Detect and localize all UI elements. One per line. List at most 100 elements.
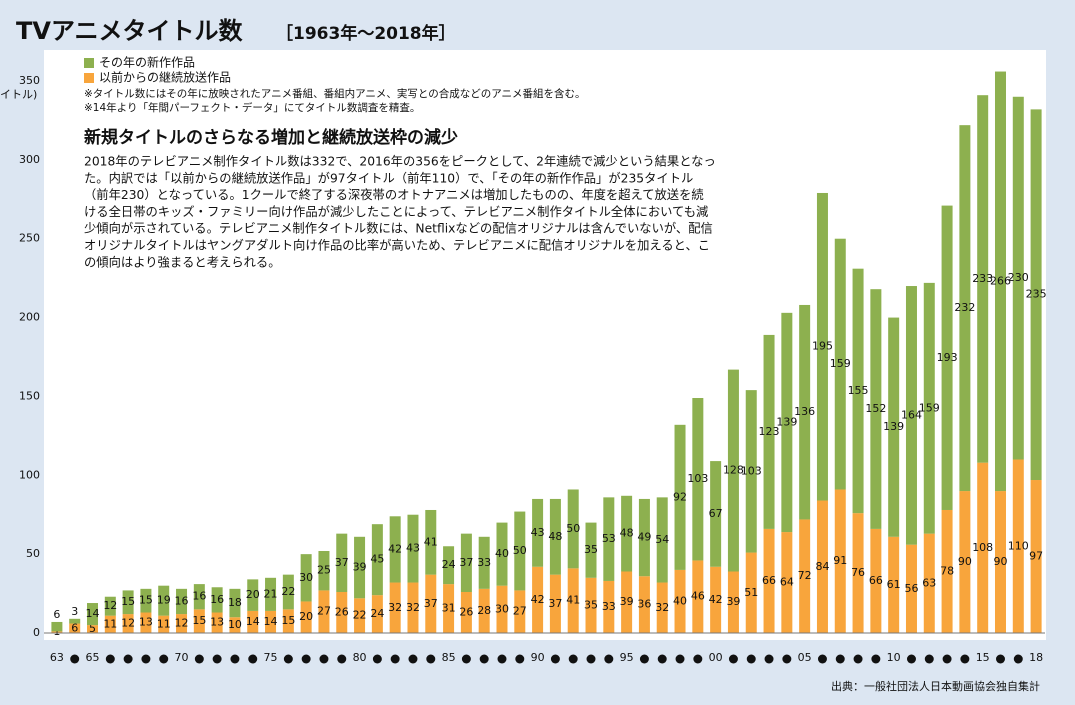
- annotation-title: 新規タイトルのさらなる増加と継続放送枠の減少: [84, 127, 458, 148]
- value-label: 1: [53, 625, 60, 638]
- value-label: 66: [762, 574, 776, 587]
- x-tick-dot: [408, 654, 418, 664]
- x-tick-dot: [746, 654, 756, 664]
- value-label: 22: [281, 585, 295, 598]
- value-label: 123: [759, 425, 780, 438]
- bar-segment: [603, 580, 615, 633]
- bar-segment: [656, 582, 668, 633]
- bar-segment: [282, 609, 294, 633]
- value-label: 10: [228, 618, 242, 631]
- value-label: 43: [531, 526, 545, 539]
- value-label: 136: [794, 405, 815, 418]
- y-tick-label: 200: [19, 311, 40, 324]
- x-tick-dot: [141, 654, 151, 664]
- x-tick-dot: [70, 654, 80, 664]
- bar-segment: [977, 95, 989, 463]
- x-tick-label: 95: [620, 651, 634, 664]
- value-label: 37: [335, 556, 349, 569]
- x-tick-dot: [995, 654, 1005, 664]
- note: ※タイトル数にはその年に放映されたアニメ番組、番組内アニメ、実写との合成などのア…: [84, 87, 586, 100]
- x-tick-dot: [426, 654, 436, 664]
- bar-segment: [389, 582, 401, 633]
- value-label: 90: [993, 555, 1007, 568]
- bar-segment: [532, 566, 544, 633]
- value-label: 76: [851, 566, 865, 579]
- bar-segment: [51, 621, 63, 632]
- x-tick-dot: [105, 654, 115, 664]
- x-tick-dot: [906, 654, 916, 664]
- bar-segment: [300, 601, 312, 633]
- value-label: 97: [1029, 550, 1043, 563]
- bar-segment: [941, 205, 953, 510]
- bar-segment: [888, 536, 900, 633]
- bar-segment: [621, 571, 633, 633]
- value-label: 78: [940, 564, 954, 577]
- value-label: 155: [848, 384, 869, 397]
- value-label: 45: [370, 553, 384, 566]
- y-tick-label: 250: [19, 232, 40, 245]
- bar-segment: [265, 610, 277, 633]
- value-label: 50: [513, 544, 527, 557]
- bar-segment: [585, 522, 597, 578]
- x-tick-dot: [782, 654, 792, 664]
- y-tick-label: 50: [26, 547, 40, 560]
- value-label: 22: [353, 609, 367, 622]
- bar-segment: [549, 574, 561, 633]
- bar-segment: [300, 554, 312, 602]
- bar-segment: [549, 498, 561, 575]
- x-tick-dot: [283, 654, 293, 664]
- bar-segment: [567, 489, 579, 569]
- value-label: 139: [776, 415, 797, 428]
- value-label: 36: [637, 598, 651, 611]
- x-tick-dot: [693, 654, 703, 664]
- value-label: 20: [299, 610, 313, 623]
- bar-segment: [710, 461, 722, 567]
- bar-segment: [532, 498, 544, 567]
- value-label: 35: [584, 543, 598, 556]
- value-label: 32: [655, 601, 669, 614]
- bar-segment: [638, 498, 650, 577]
- bar-segment: [674, 424, 686, 570]
- value-label: 21: [264, 587, 278, 600]
- x-tick-dot: [248, 654, 258, 664]
- bar-segment: [656, 497, 668, 583]
- x-tick-dot: [319, 654, 329, 664]
- x-tick-dot: [942, 654, 952, 664]
- value-label: 42: [531, 593, 545, 606]
- value-label: 233: [972, 272, 993, 285]
- value-label: 108: [972, 541, 993, 554]
- x-tick-label: 85: [442, 651, 456, 664]
- value-label: 48: [620, 527, 634, 540]
- value-label: 235: [1026, 288, 1047, 301]
- value-label: 39: [620, 595, 634, 608]
- bar-segment: [193, 609, 205, 633]
- bar-segment: [496, 522, 508, 586]
- bar-segment: [229, 588, 241, 618]
- x-tick-dot: [372, 654, 382, 664]
- bar-segment: [140, 588, 152, 613]
- annotation-line: オリジナルタイトルはヤングアダルト向け作品の比率が高いため、テレビアニメに配信オ…: [84, 238, 710, 253]
- value-label: 15: [281, 614, 295, 627]
- value-label: 14: [264, 615, 278, 628]
- bar-segment: [318, 550, 330, 591]
- bar-segment: [710, 566, 722, 633]
- value-label: 159: [830, 357, 851, 370]
- x-tick-dot: [657, 654, 667, 664]
- value-label: 6: [53, 608, 60, 621]
- value-label: 20: [246, 588, 260, 601]
- value-label: 13: [139, 616, 153, 629]
- bar-segment: [496, 585, 508, 633]
- bar-segment: [425, 509, 437, 575]
- bar-segment: [389, 516, 401, 583]
- bar-segment: [888, 317, 900, 537]
- annotation-line: た。内訳では「以前からの継続放送作品」が97タイトル（前年110）で、「その年の…: [84, 170, 693, 185]
- x-tick-dot: [461, 654, 471, 664]
- value-label: 12: [121, 617, 135, 630]
- bar-segment: [371, 524, 383, 596]
- bar-segment: [977, 462, 989, 633]
- value-label: 37: [548, 597, 562, 610]
- bar-segment: [158, 585, 170, 616]
- value-label: 49: [637, 531, 651, 544]
- legend-swatch: [84, 73, 94, 83]
- value-label: 33: [602, 600, 616, 613]
